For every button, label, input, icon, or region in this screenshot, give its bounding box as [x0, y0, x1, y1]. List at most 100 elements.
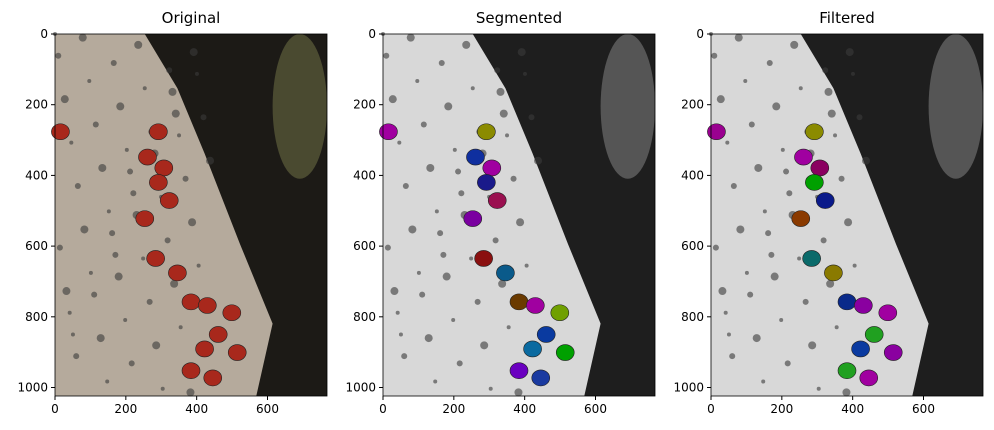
rock-speck — [70, 332, 75, 337]
rock-speck — [845, 48, 854, 57]
rock-speck — [455, 168, 462, 175]
rock-speck — [383, 52, 390, 59]
rock-speck — [528, 114, 535, 121]
rock-speck — [488, 386, 493, 391]
rock-speck — [510, 175, 517, 182]
panel-title: Filtered — [819, 9, 875, 27]
ladybug — [222, 304, 242, 322]
rock-speck — [770, 272, 779, 281]
x-tick-label: 200 — [114, 402, 137, 416]
ladybug — [159, 192, 179, 209]
rock-speck — [856, 114, 863, 121]
rock-speck — [492, 237, 499, 244]
segment — [482, 159, 502, 177]
segment — [851, 340, 870, 358]
rock-speck — [402, 183, 409, 190]
axes-frame — [710, 33, 984, 397]
x-tick-label: 600 — [256, 402, 279, 416]
rock-speck — [92, 121, 99, 128]
rock-speck — [438, 59, 445, 66]
ladybug — [208, 326, 228, 343]
rock-speck — [166, 67, 173, 74]
ladybug — [149, 123, 168, 141]
segment — [477, 174, 496, 191]
rock-speck — [440, 251, 447, 258]
rock-speck — [182, 175, 189, 182]
rock-speck — [67, 310, 72, 315]
y-tick-label: 600 — [25, 239, 48, 253]
segment — [837, 293, 857, 311]
rock-speck — [130, 190, 137, 197]
rock-speck — [516, 218, 525, 227]
ladybug — [135, 210, 155, 227]
rock-speck — [114, 272, 123, 281]
x-tick-label: 400 — [513, 402, 536, 416]
ladybug — [227, 344, 247, 361]
rock-speck — [761, 379, 766, 384]
rock-speck — [105, 379, 110, 384]
y-tick-label: 1000 — [673, 381, 704, 395]
ladybug — [149, 174, 168, 191]
rock-speck — [850, 71, 855, 76]
rock-speck — [524, 263, 529, 268]
rock-speck — [420, 121, 427, 128]
rock-speck — [808, 341, 817, 350]
rock-speck — [820, 237, 827, 244]
rock — [383, 34, 601, 396]
rock-speck — [534, 156, 543, 165]
rock-speck — [434, 209, 439, 214]
rock-speck — [186, 388, 195, 397]
segment — [536, 326, 556, 343]
segment — [555, 344, 575, 361]
rock-speck — [388, 95, 397, 104]
rock-speck — [748, 121, 755, 128]
x-tick-label: 0 — [379, 402, 387, 416]
rock-speck — [419, 291, 426, 298]
rock — [711, 34, 929, 396]
rock-speck — [87, 79, 92, 84]
rock-speck — [177, 133, 182, 138]
rock-speck — [456, 360, 463, 367]
y-tick-label: 0 — [368, 27, 376, 41]
rock-speck — [424, 334, 433, 343]
rock-speck — [116, 102, 125, 111]
rock-speck — [110, 59, 117, 66]
rock-speck — [496, 87, 505, 96]
segment — [810, 159, 830, 177]
rock-speck — [797, 256, 802, 261]
x-tick-label: 0 — [707, 402, 715, 416]
rock-speck — [106, 209, 111, 214]
rock-speck — [765, 230, 772, 237]
rock-speck — [779, 317, 784, 322]
y-tick-label: 800 — [681, 310, 704, 324]
ladybug — [146, 250, 165, 267]
rock-speck — [711, 52, 718, 59]
rock-speck — [160, 386, 165, 391]
rock-speck — [798, 86, 803, 91]
rock-speck — [517, 48, 526, 57]
axes-frame — [382, 33, 656, 397]
segment — [878, 304, 898, 322]
rock-speck — [752, 334, 761, 343]
rock-speck — [844, 218, 853, 227]
rock-speck — [112, 251, 119, 258]
rock-speck — [827, 109, 836, 118]
rock-speck — [824, 87, 833, 96]
rock-speck — [833, 133, 838, 138]
rock-speck — [55, 52, 62, 59]
rock-speck — [736, 225, 745, 234]
rock-speck — [480, 341, 489, 350]
rock-speck — [786, 190, 793, 197]
rock-speck — [474, 298, 481, 305]
y-tick-label: 800 — [353, 310, 376, 324]
y-tick-label: 0 — [696, 27, 704, 41]
rock-speck — [802, 298, 809, 305]
rock-speck — [415, 79, 420, 84]
rock-speck — [416, 270, 421, 275]
rock-speck — [514, 388, 523, 397]
segment — [805, 174, 824, 191]
foliage — [928, 34, 983, 179]
rock-speck — [783, 168, 790, 175]
rock-speck — [470, 86, 475, 91]
rock-speck — [56, 244, 63, 251]
